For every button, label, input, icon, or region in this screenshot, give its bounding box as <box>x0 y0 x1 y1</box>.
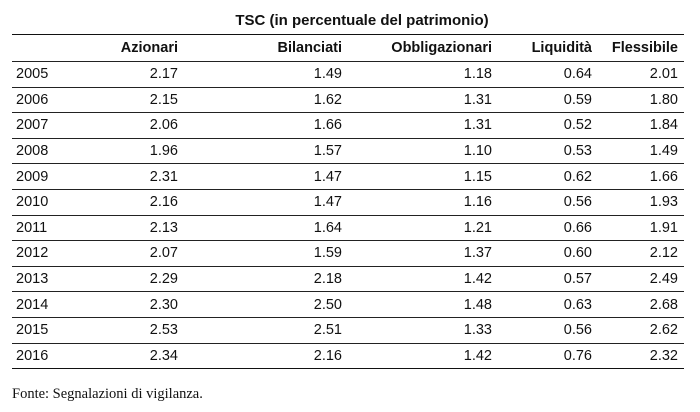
header-row: Azionari Bilanciati Obbligazionari Liqui… <box>12 34 684 62</box>
cell-azionari: 2.06 <box>70 112 184 139</box>
cell-liquidita: 0.56 <box>498 316 598 344</box>
cell-bilanciati: 1.59 <box>184 240 348 267</box>
cell-azionari: 1.96 <box>70 137 184 164</box>
cell-flessibile: 2.68 <box>598 291 684 318</box>
cell-liquidita: 0.63 <box>498 291 598 318</box>
header-azionari: Azionari <box>120 40 178 56</box>
cell-year: 2012 <box>12 240 70 267</box>
header-liquidita: Liquidità <box>531 40 592 56</box>
cell-bilanciati: 2.16 <box>184 342 348 370</box>
cell-bilanciati: 2.18 <box>184 265 348 292</box>
cell-liquidita: 0.52 <box>498 112 598 139</box>
cell-azionari: 2.34 <box>70 342 184 370</box>
header-obbligazionari: Obbligazionari <box>391 40 492 56</box>
header-bilanciati: Bilanciati <box>277 40 342 56</box>
cell-bilanciati: 1.57 <box>184 137 348 164</box>
cell-liquidita: 0.57 <box>498 265 598 292</box>
table-row: 2012 2.07 1.59 1.37 0.60 2.12 <box>12 240 684 267</box>
cell-bilanciati: 1.66 <box>184 112 348 139</box>
cell-flessibile: 2.32 <box>598 342 684 370</box>
table-row: 2015 2.53 2.51 1.33 0.56 2.62 <box>12 316 684 344</box>
cell-azionari: 2.29 <box>70 265 184 292</box>
cell-obbligazionari: 1.33 <box>348 316 498 344</box>
tsc-table: Azionari Bilanciati Obbligazionari Liqui… <box>12 34 684 370</box>
cell-liquidita: 0.66 <box>498 214 598 241</box>
cell-azionari: 2.53 <box>70 316 184 344</box>
cell-bilanciati: 1.49 <box>184 61 348 88</box>
cell-flessibile: 1.49 <box>598 137 684 164</box>
table-row: 2006 2.15 1.62 1.31 0.59 1.80 <box>12 86 684 113</box>
cell-liquidita: 0.76 <box>498 342 598 370</box>
table-row: 2016 2.34 2.16 1.42 0.76 2.32 <box>12 342 684 370</box>
header-flessibile: Flessibile <box>611 40 678 56</box>
cell-flessibile: 1.84 <box>598 112 684 139</box>
cell-year: 2009 <box>12 163 70 190</box>
cell-obbligazionari: 1.15 <box>348 163 498 190</box>
table-row: 2009 2.31 1.47 1.15 0.62 1.66 <box>12 163 684 190</box>
cell-liquidita: 0.64 <box>498 61 598 88</box>
cell-year: 2005 <box>12 61 70 88</box>
cell-bilanciati: 1.47 <box>184 163 348 190</box>
cell-flessibile: 1.91 <box>598 214 684 241</box>
cell-obbligazionari: 1.42 <box>348 342 498 370</box>
header-year <box>12 35 70 62</box>
cell-bilanciati: 2.51 <box>184 316 348 344</box>
cell-year: 2011 <box>12 214 70 241</box>
cell-obbligazionari: 1.18 <box>348 61 498 88</box>
cell-bilanciati: 1.47 <box>184 188 348 216</box>
cell-year: 2008 <box>12 137 70 164</box>
cell-obbligazionari: 1.10 <box>348 137 498 164</box>
cell-azionari: 2.07 <box>70 240 184 267</box>
cell-flessibile: 2.62 <box>598 316 684 344</box>
cell-azionari: 2.31 <box>70 163 184 190</box>
table-body: 2005 2.17 1.49 1.18 0.64 2.01 2006 2.15 1.62 1.31… <box>12 61 684 370</box>
cell-flessibile: 1.80 <box>598 86 684 113</box>
cell-obbligazionari: 1.16 <box>348 188 498 216</box>
table-row: 2013 2.29 2.18 1.42 0.57 2.49 <box>12 265 684 292</box>
table-row: 2008 1.96 1.57 1.10 0.53 1.49 <box>12 137 684 164</box>
cell-year: 2010 <box>12 188 70 216</box>
cell-liquidita: 0.53 <box>498 137 598 164</box>
cell-year: 2013 <box>12 265 70 292</box>
cell-azionari: 2.16 <box>70 188 184 216</box>
cell-obbligazionari: 1.31 <box>348 86 498 113</box>
cell-flessibile: 1.66 <box>598 163 684 190</box>
cell-obbligazionari: 1.37 <box>348 240 498 267</box>
cell-azionari: 2.30 <box>70 291 184 318</box>
table-row: 2011 2.13 1.64 1.21 0.66 1.91 <box>12 214 684 241</box>
cell-obbligazionari: 1.42 <box>348 265 498 292</box>
cell-liquidita: 0.59 <box>498 86 598 113</box>
cell-azionari: 2.17 <box>70 61 184 88</box>
cell-liquidita: 0.60 <box>498 240 598 267</box>
table-header: Azionari Bilanciati Obbligazionari Liqui… <box>12 34 684 62</box>
table-row: 2007 2.06 1.66 1.31 0.52 1.84 <box>12 112 684 139</box>
cell-liquidita: 0.62 <box>498 163 598 190</box>
cell-flessibile: 2.12 <box>598 240 684 267</box>
table-title: TSC (in percentuale del patrimonio) <box>235 12 489 29</box>
cell-year: 2016 <box>12 342 70 370</box>
cell-year: 2006 <box>12 86 70 113</box>
table-row: 2014 2.30 2.50 1.48 0.63 2.68 <box>12 291 684 318</box>
cell-obbligazionari: 1.48 <box>348 291 498 318</box>
cell-bilanciati: 1.62 <box>184 86 348 113</box>
table-row: 2005 2.17 1.49 1.18 0.64 2.01 <box>12 61 684 88</box>
cell-obbligazionari: 1.31 <box>348 112 498 139</box>
cell-bilanciati: 1.64 <box>184 214 348 241</box>
data-table-container: TSC (in percentuale del patrimonio) Azio… <box>12 8 684 370</box>
cell-year: 2014 <box>12 291 70 318</box>
cell-flessibile: 2.01 <box>598 61 684 88</box>
cell-bilanciati: 2.50 <box>184 291 348 318</box>
cell-azionari: 2.13 <box>70 214 184 241</box>
cell-obbligazionari: 1.21 <box>348 214 498 241</box>
cell-azionari: 2.15 <box>70 86 184 113</box>
cell-year: 2007 <box>12 112 70 139</box>
source-note: Fonte: Segnalazioni di vigilanza. <box>12 386 203 402</box>
cell-flessibile: 2.49 <box>598 265 684 292</box>
table-row: 2010 2.16 1.47 1.16 0.56 1.93 <box>12 188 684 216</box>
cell-year: 2015 <box>12 316 70 344</box>
cell-liquidita: 0.56 <box>498 188 598 216</box>
cell-flessibile: 1.93 <box>598 188 684 216</box>
